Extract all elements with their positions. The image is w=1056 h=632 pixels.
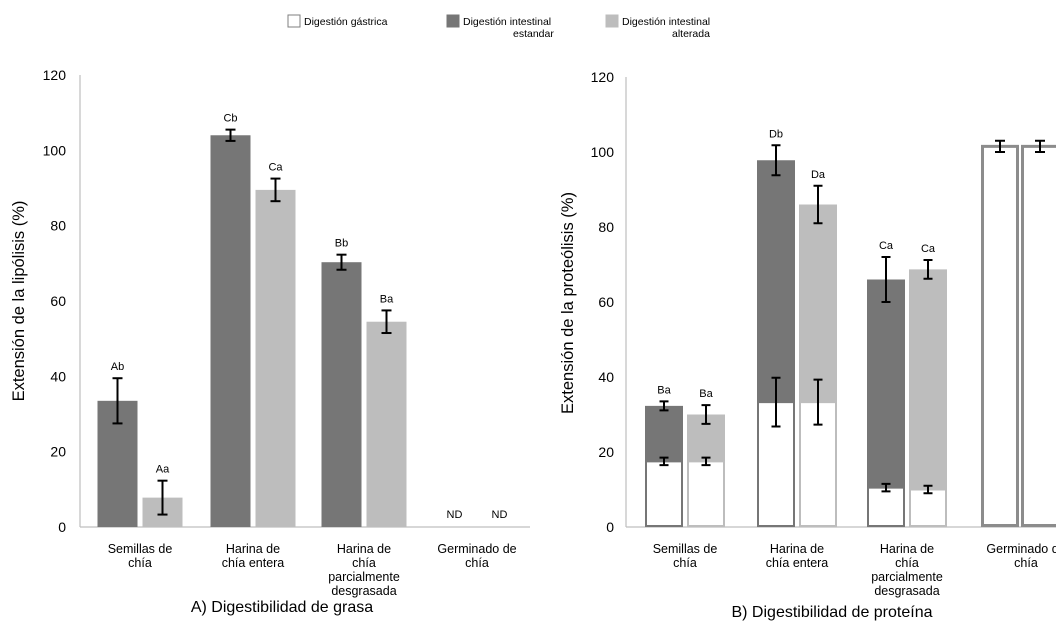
chart-a-bar-label: Cb	[223, 113, 237, 125]
chart-b-y-tick-label: 60	[598, 294, 614, 310]
chart-b-bar-intestinal	[799, 205, 837, 403]
chart-a-y-tick-label: 100	[43, 142, 67, 158]
chart-b-y-axis-label: Extensión de la proteólisis (%)	[559, 192, 577, 414]
legend-label-0: Digestión gástrica	[304, 16, 388, 28]
chart-a-bar-label: Ab	[111, 361, 124, 373]
chart-a-bar-label: ND	[447, 509, 463, 521]
chart-a-y-tick-label: 20	[50, 444, 66, 460]
chart-b-bar-gastric	[1023, 146, 1056, 525]
chart-a-bar	[322, 262, 362, 527]
chart-b-bar-gastric	[910, 490, 946, 527]
chart-a-y-axis-label: Extensión de la lipólisis (%)	[10, 201, 28, 402]
chart-a-y-tick-label: 60	[50, 293, 66, 309]
chart-a-bar-label: Bb	[335, 238, 348, 250]
legend-swatch-0	[288, 15, 300, 27]
chart-b-bar-label: Ca	[879, 240, 894, 252]
chart-b-y-tick-label: 0	[606, 519, 614, 535]
legend-swatch-1	[447, 15, 459, 27]
chart-a-bar-label: ND	[492, 509, 508, 521]
chart-a-bar	[256, 190, 296, 527]
chart-b-bar-gastric	[983, 146, 1018, 525]
chart-b-title: B) Digestibilidad de proteína	[731, 604, 932, 621]
chart-b-bar-label: Ba	[699, 388, 713, 400]
chart-b-y-tick-label: 100	[591, 144, 615, 160]
chart-b-bar-intestinal	[757, 160, 795, 402]
chart-a-bar	[367, 322, 407, 527]
chart-a-y-tick-label: 120	[43, 67, 67, 83]
chart-b-bar-label: Ca	[921, 243, 936, 255]
chart-b-bar-gastric	[868, 488, 904, 526]
chart-b-y-tick-label: 40	[598, 369, 614, 385]
chart-b-bar-label: Da	[811, 169, 826, 181]
chart-b-bar-intestinal	[867, 280, 905, 488]
chart-b-bar-gastric	[646, 461, 682, 526]
chart-a-bar-label: Ca	[268, 162, 283, 174]
chart-b-y-tick-label: 80	[598, 219, 614, 235]
chart-a-y-tick-label: 40	[50, 368, 66, 384]
chart-b-bar-intestinal	[645, 406, 683, 462]
chart-a-bar	[211, 135, 251, 527]
chart-b-bar-label: Db	[769, 128, 783, 140]
chart-b-y-tick-label: 20	[598, 444, 614, 460]
chart-a-bar-label: Aa	[156, 464, 170, 476]
chart-b-bar-intestinal	[909, 269, 947, 489]
chart-a-title: A) Digestibilidad de grasa	[191, 599, 373, 616]
chart-b-bar-gastric	[688, 461, 724, 526]
chart-a-bar-label: Ba	[380, 293, 394, 305]
chart-a-y-tick-label: 0	[58, 519, 66, 535]
chart-a-y-tick-label: 80	[50, 218, 66, 234]
chart-b-y-tick-label: 120	[591, 69, 615, 85]
legend-swatch-2	[606, 15, 618, 27]
chart-b-bar-label: Ba	[657, 384, 671, 396]
